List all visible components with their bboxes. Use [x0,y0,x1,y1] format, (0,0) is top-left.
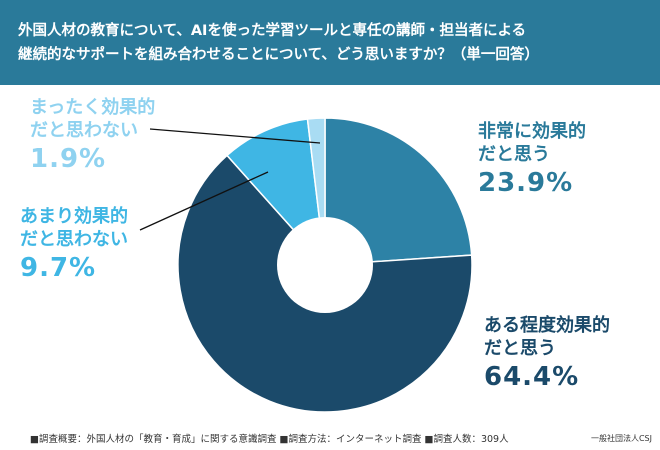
leader-line-not-at-all [149,128,321,144]
leader-line-rarely [139,171,269,231]
slice-very-effective [324,117,473,266]
chart-title-line-1: 外国人材の教育について、AIを使った学習ツールと専任の講師・担当者による [18,22,527,39]
survey-footnote: ■調査概要：外国人材の「教育・育成」に関する意識調査 ■調査方法：インターネット… [30,434,509,445]
label-not-very-effective: あまり効果的 だと思わない 9.7% [20,205,128,285]
label-very-effective-line2: だと思う [478,144,550,165]
label-not-very-effective-percent: 9.7% [20,253,97,283]
donut-hole [277,217,373,313]
source-credit: 一般社団法人CSJ [590,434,652,443]
label-not-at-all-effective-line2: だと思わない [30,120,138,141]
label-somewhat-effective-percent: 64.4% [484,362,580,392]
label-very-effective-line1: 非常に効果的 [478,121,586,142]
chart-title-line-2: 継続的なサポートを組み合わせることについて、どう思いますか？（単一回答） [18,46,539,63]
label-not-at-all-effective: まったく効果的 だと思わない 1.9% [30,96,155,176]
label-not-at-all-effective-percent: 1.9% [30,144,107,174]
label-very-effective: 非常に効果的 だと思う 23.9% [478,120,586,200]
label-not-very-effective-line2: だと思わない [20,229,128,250]
label-somewhat-effective-line2: だと思う [484,338,556,359]
chart-header: 外国人材の教育について、AIを使った学習ツールと専任の講師・担当者による 継続的… [0,0,660,85]
label-somewhat-effective-line1: ある程度効果的 [484,315,610,336]
label-very-effective-percent: 23.9% [478,168,574,198]
label-not-very-effective-line1: あまり効果的 [20,206,128,227]
label-not-at-all-effective-line1: まったく効果的 [30,97,156,118]
label-somewhat-effective: ある程度効果的 だと思う 64.4% [484,314,610,394]
